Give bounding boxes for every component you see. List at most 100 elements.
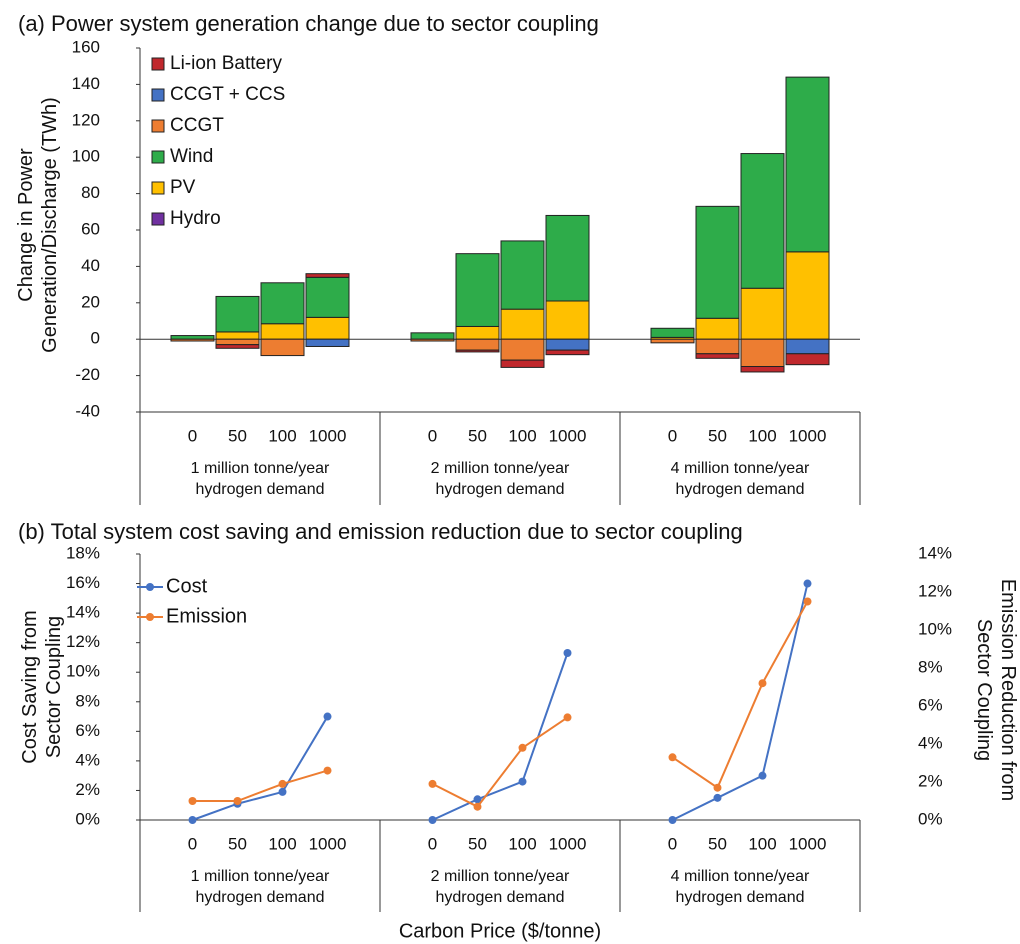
group-label: 1 million tonne/year hydrogen demand — [190, 460, 330, 498]
bar-segment — [695, 338, 740, 355]
bar-segment — [170, 338, 215, 342]
legend-swatch — [151, 181, 165, 195]
x-tick-label: 100 — [748, 834, 776, 853]
bar-segment — [500, 338, 545, 361]
point — [758, 771, 767, 780]
y-tick-label: 10% — [66, 662, 100, 681]
bar-segment — [500, 240, 545, 310]
bar-segment — [545, 300, 590, 340]
bar-segment — [695, 317, 740, 340]
legend-swatch — [151, 57, 165, 71]
bar-segment — [545, 214, 590, 302]
line-piece — [192, 769, 328, 802]
y-axis-title: Change in Power Generation/Discharge (TW… — [15, 97, 61, 353]
y-tick-label: 0% — [75, 809, 100, 828]
point — [668, 816, 677, 824]
y-tick-label: 18% — [66, 543, 100, 562]
legend-marker — [146, 613, 154, 621]
bar-segment — [785, 76, 830, 253]
x-tick-label: 100 — [508, 834, 536, 853]
y-tick-label: 2% — [75, 780, 100, 799]
y2-tick-label: 2% — [918, 771, 943, 790]
y2-axis-title: Emission Reduction from Sector Coupling — [973, 578, 1019, 802]
point — [188, 816, 197, 824]
line-piece — [432, 716, 569, 808]
point — [803, 579, 812, 588]
y-tick-label: 100 — [72, 147, 100, 166]
legend-label: Emission — [166, 605, 247, 627]
point — [278, 787, 287, 796]
y-tick-label: 0 — [91, 329, 100, 348]
x-tick-label: 50 — [468, 834, 487, 853]
y2-tick-label: 0% — [918, 809, 943, 828]
x-tick-label: 1000 — [309, 834, 347, 853]
y-tick-label: -40 — [75, 401, 100, 420]
bar-segment — [410, 332, 455, 340]
group-label: 2 million tonne/year hydrogen demand — [430, 460, 570, 498]
x-tick-label: 1000 — [549, 834, 587, 853]
bar-segment — [695, 205, 740, 319]
point — [713, 793, 722, 802]
x-tick-label: 0 — [668, 426, 677, 445]
point — [473, 802, 482, 811]
x-tick-label: 50 — [708, 834, 727, 853]
line-piece — [432, 652, 569, 821]
point — [758, 679, 767, 688]
point — [563, 713, 572, 722]
bar-segment — [305, 316, 350, 340]
point — [188, 797, 197, 805]
y2-tick-label: 4% — [918, 733, 943, 752]
bar-segment — [740, 366, 785, 373]
legend-label: PV — [170, 177, 196, 198]
legend-swatch — [151, 88, 165, 102]
line-piece — [192, 716, 329, 821]
y-axis-title: Cost Saving from Sector Coupling — [19, 610, 65, 764]
bar-segment — [455, 349, 500, 353]
y2-tick-label: 10% — [918, 619, 952, 638]
y-tick-label: 8% — [75, 691, 100, 710]
x-tick-label: 50 — [228, 834, 247, 853]
bar-segment — [305, 338, 350, 347]
x-tick-label: 0 — [188, 834, 197, 853]
y-tick-label: 16% — [66, 573, 100, 592]
bar-segment — [260, 282, 305, 325]
bar-segment — [785, 251, 830, 340]
legend-label: CCGT + CCS — [170, 84, 285, 105]
bar-segment — [785, 338, 830, 355]
x-tick-label: 1000 — [789, 426, 827, 445]
legend-swatch — [151, 150, 165, 164]
bar-segment — [455, 338, 500, 351]
y2-tick-label: 14% — [918, 543, 952, 562]
legend-label: Li-ion Battery — [170, 53, 282, 74]
legend-label: Cost — [166, 575, 208, 597]
y-tick-label: 80 — [81, 183, 100, 202]
point — [278, 779, 287, 788]
bar-segment — [500, 359, 545, 368]
point — [323, 712, 332, 721]
y-tick-label: 20 — [81, 292, 100, 311]
bar-segment — [740, 287, 785, 340]
point — [428, 779, 437, 788]
bar-segment — [740, 338, 785, 368]
y2-tick-label: 8% — [918, 657, 943, 676]
bar-segment — [260, 323, 305, 340]
bar-segment — [455, 325, 500, 340]
bar-segment — [305, 276, 350, 318]
bar-segment — [545, 338, 590, 351]
bar-segment — [650, 338, 695, 344]
legend-swatch — [151, 119, 165, 133]
y-tick-label: 140 — [72, 74, 100, 93]
y-tick-label: 12% — [66, 632, 100, 651]
group-label: 1 million tonne/year hydrogen demand — [190, 868, 330, 906]
bar-segment — [785, 353, 830, 366]
x-tick-label: 1000 — [309, 426, 347, 445]
y-tick-label: 6% — [75, 721, 100, 740]
point — [803, 597, 812, 606]
y-tick-label: 160 — [72, 37, 100, 56]
x-tick-label: 50 — [708, 426, 727, 445]
x-tick-label: 50 — [228, 426, 247, 445]
bar-segment — [305, 273, 350, 278]
x-tick-label: 50 — [468, 426, 487, 445]
